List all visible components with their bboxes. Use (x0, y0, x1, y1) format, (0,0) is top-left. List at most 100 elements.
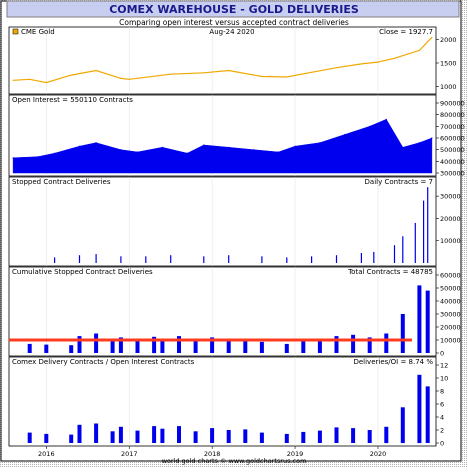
data-point (95, 69, 97, 72)
panel-label: Comex Delivery Contracts / Open Interest… (12, 358, 195, 366)
bar (54, 257, 56, 263)
year-gridlines (46, 177, 379, 266)
data-point (120, 77, 122, 79)
bar (135, 340, 140, 353)
y-tick-label: 8 (440, 388, 444, 396)
y-tick-label: 12 (440, 362, 448, 370)
y-tick-label: 800000 (440, 111, 465, 119)
y-axis: 30000 20000 10000 (436, 193, 461, 245)
date-label: Aug-24 2020 (209, 28, 254, 36)
bar (335, 255, 338, 263)
y-tick-label: 20000 (440, 215, 461, 223)
bar (367, 337, 372, 353)
data-point (261, 75, 263, 78)
bar (334, 427, 339, 443)
y-tick-label: 500000 (440, 146, 465, 154)
bar (118, 426, 123, 444)
panel-ratio: 12 10 8 6 4 2 0 Comex Delivery Contracts / Open… (8, 356, 448, 458)
y-axis: 12 10 8 6 4 2 0 (436, 362, 448, 448)
y-tick-label: 4 (440, 414, 444, 422)
y-tick-label: 300000 (440, 170, 465, 178)
y-tick-label: 1500 (440, 60, 457, 68)
data-point (418, 142, 421, 144)
y-tick-label: 6 (440, 401, 444, 409)
y-tick-label: 1000 (440, 83, 457, 91)
bar (193, 340, 198, 353)
bar (77, 424, 82, 443)
x-tick-label: 2019 (287, 450, 304, 458)
data-point (360, 63, 362, 65)
bar (402, 236, 404, 263)
data-point (402, 146, 404, 148)
legend-swatch (12, 28, 19, 35)
data-point (252, 149, 255, 151)
bar (334, 336, 339, 353)
chart-title: COMEX WAREHOUSE - GOLD DELIVERIES (109, 3, 359, 16)
bar (367, 430, 372, 443)
data-point (95, 142, 97, 144)
data-point (335, 67, 338, 69)
panel-cumulative: 60000 50000 40000 30000 20000 10000 0 Cumulativ… (8, 266, 461, 358)
bar (351, 428, 356, 443)
y-tick-label: 10 (440, 375, 448, 383)
data-point (128, 78, 130, 80)
data-point (311, 71, 313, 73)
data-point (45, 82, 47, 84)
panel-readout: Total Contracts = 48785 (347, 268, 433, 276)
data-point (161, 146, 163, 148)
y-tick-label: 40000 (440, 298, 461, 306)
bar (317, 340, 322, 353)
bar (423, 200, 425, 263)
data-point (418, 49, 421, 52)
y-tick-label: 0 (440, 350, 444, 358)
bar (384, 333, 389, 353)
bar (425, 290, 430, 353)
data-point (54, 152, 56, 154)
footer-credit: world gold charts © www.goldchartsrus.co… (162, 457, 307, 465)
y-tick-label: 2 (440, 427, 444, 435)
bar (243, 429, 248, 443)
bars (27, 374, 430, 444)
data-point (228, 146, 230, 148)
bar (44, 344, 49, 353)
plot-area (8, 356, 437, 447)
bar (69, 345, 74, 353)
plot-area (8, 266, 437, 357)
data-point (136, 151, 139, 153)
plot-area (8, 26, 437, 95)
bar (77, 336, 82, 353)
data-point (385, 118, 387, 120)
data-point (431, 36, 433, 38)
panel-readout: Daily Contracts = 7 (365, 178, 433, 186)
data-point (29, 78, 31, 80)
y-tick-label: 10000 (440, 237, 461, 245)
bar (393, 245, 396, 263)
bar (417, 374, 422, 444)
y-tick-label: 30000 (440, 193, 461, 201)
y-tick-label: 10000 (440, 337, 461, 345)
panel-label: Stopped Contract Deliveries (12, 178, 111, 186)
bar (78, 255, 81, 263)
x-axis: 2016 2017 2018 2019 2020 (38, 446, 386, 458)
data-point (70, 74, 72, 76)
y-tick-label: 0 (440, 440, 444, 448)
data-point (186, 152, 188, 154)
data-point (431, 137, 433, 139)
bar (286, 257, 288, 263)
bar (110, 431, 115, 443)
bar (118, 337, 123, 353)
data-point (286, 76, 288, 78)
panel-label: Cumulative Stopped Contract Deliveries (12, 268, 153, 276)
panel-readout: Close = 1927.7 (379, 28, 433, 36)
bar (226, 339, 231, 353)
bar (152, 426, 157, 443)
data-point (277, 151, 280, 153)
open-interest-area (12, 118, 433, 174)
bar (203, 256, 205, 263)
data-point (12, 157, 14, 159)
bar (417, 285, 422, 353)
bar (160, 428, 165, 443)
x-tick-label: 2020 (370, 450, 387, 458)
